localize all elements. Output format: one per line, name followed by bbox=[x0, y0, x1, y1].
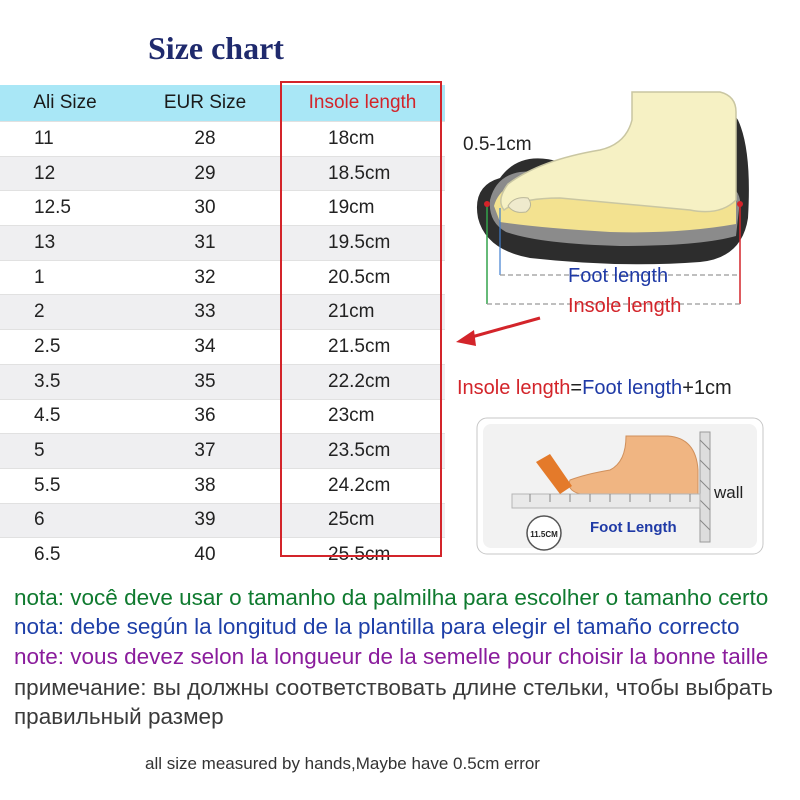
header-eur-size: EUR Size bbox=[130, 85, 280, 122]
header-ali-size: Ali Size bbox=[0, 85, 130, 122]
insole-length-cell: 25cm bbox=[280, 502, 445, 538]
formula-equals: = bbox=[570, 377, 583, 399]
ali-size-cell: 5.5 bbox=[0, 467, 130, 504]
insole-length-label: Insole length bbox=[568, 295, 681, 317]
table-row: 11 28 18cm bbox=[0, 121, 445, 157]
formula-insole: Insole length bbox=[457, 377, 571, 399]
ali-size-cell: 2 bbox=[0, 294, 130, 330]
ali-size-cell: 5 bbox=[0, 433, 130, 469]
ali-size-cell: 6.5 bbox=[0, 537, 130, 572]
foot-length-label: Foot length bbox=[568, 265, 668, 287]
toe-shape bbox=[507, 197, 532, 213]
page-title: Size chart bbox=[148, 30, 284, 66]
note-french: note: vous devez selon la longueur de la… bbox=[14, 644, 769, 669]
insole-formula: Insole length=Foot length+1cm bbox=[457, 377, 732, 400]
formula-plus: + bbox=[682, 377, 694, 399]
eur-size-cell: 33 bbox=[130, 294, 280, 330]
table-row: 3.5 35 22.2cm bbox=[0, 363, 445, 399]
table-header-row: Ali Size EUR Size Insole length bbox=[0, 85, 445, 122]
ali-size-cell: 13 bbox=[0, 225, 130, 261]
insole-length-cell: 23.5cm bbox=[280, 433, 445, 469]
eur-size-cell: 34 bbox=[130, 329, 280, 365]
table-row: 4.5 36 23cm bbox=[0, 398, 445, 434]
table-row: 12 29 18.5cm bbox=[0, 155, 445, 191]
table-row: 2.5 34 21.5cm bbox=[0, 329, 445, 365]
eur-size-cell: 37 bbox=[130, 433, 280, 469]
wall-shape bbox=[699, 431, 711, 543]
eur-size-cell: 35 bbox=[130, 363, 280, 399]
eur-size-cell: 40 bbox=[130, 537, 280, 572]
measurement-illustrations: 0.5-1cm Foot length Insole length 11.5CM… bbox=[456, 91, 764, 555]
formula-foot: Foot length bbox=[582, 377, 683, 399]
insole-length-cell: 21cm bbox=[280, 294, 445, 330]
foot-in-shoe-figure: 0.5-1cm Foot length Insole length bbox=[463, 91, 749, 317]
eur-size-cell: 38 bbox=[130, 467, 280, 504]
table-row: 5 37 23.5cm bbox=[0, 433, 445, 469]
table-row: 13 31 19.5cm bbox=[0, 225, 445, 261]
ali-size-cell: 2.5 bbox=[0, 329, 130, 365]
insole-length-cell: 23cm bbox=[280, 398, 445, 434]
table-row: 6.5 40 25.5cm bbox=[0, 537, 445, 572]
note-portuguese: nota: você deve usar o tamanho da palmil… bbox=[14, 585, 769, 610]
eur-size-cell: 28 bbox=[130, 121, 280, 157]
table-row: 5.5 38 24.2cm bbox=[0, 467, 445, 504]
toe-marker bbox=[484, 201, 490, 207]
note-russian: примечание: вы должны соответствовать дл… bbox=[14, 675, 773, 729]
note-spanish: nota: debe según la longitud de la plant… bbox=[14, 614, 740, 639]
insole-length-cell: 19cm bbox=[280, 190, 445, 226]
ali-size-cell: 4.5 bbox=[0, 398, 130, 434]
insole-length-cell: 25.5cm bbox=[280, 537, 445, 572]
insole-length-cell: 22.2cm bbox=[280, 363, 445, 399]
wall-label: wall bbox=[713, 483, 743, 502]
insole-length-cell: 24.2cm bbox=[280, 467, 445, 504]
insole-length-cell: 18cm bbox=[280, 121, 445, 157]
table-row: 1 32 20.5cm bbox=[0, 259, 445, 295]
ruler-badge-icon bbox=[526, 515, 562, 551]
ali-size-cell: 1 bbox=[0, 259, 130, 295]
table-row: 6 39 25cm bbox=[0, 502, 445, 538]
ali-size-cell: 11 bbox=[0, 121, 130, 157]
insole-length-cell: 21.5cm bbox=[280, 329, 445, 365]
gap-label: 0.5-1cm bbox=[463, 134, 532, 155]
foot-length-caption: Foot Length bbox=[590, 519, 677, 536]
measurement-disclaimer: all size measured by hands,Maybe have 0.… bbox=[145, 754, 540, 773]
eur-size-cell: 32 bbox=[130, 259, 280, 295]
ruler-shape bbox=[511, 493, 701, 509]
eur-size-cell: 29 bbox=[130, 155, 280, 191]
size-table-body: 11 28 18cm 12 29 18.5cm 12.5 30 19cm 13 31 19.5cm 1 3… bbox=[0, 121, 445, 572]
formula-one-cm: 1cm bbox=[693, 377, 732, 399]
foot-side-shape bbox=[568, 435, 699, 495]
eur-size-cell: 36 bbox=[130, 398, 280, 434]
ali-size-cell: 12.5 bbox=[0, 190, 130, 226]
arrow-to-table-icon bbox=[456, 316, 541, 346]
insole-length-cell: 19.5cm bbox=[280, 225, 445, 261]
foot-against-wall-figure: 11.5CM Foot Length wall bbox=[476, 417, 764, 555]
table-row: 12.5 30 19cm bbox=[0, 190, 445, 226]
size-table: Ali Size EUR Size Insole length 11 28 18cm… bbox=[0, 85, 445, 572]
insole-length-cell: 20.5cm bbox=[280, 259, 445, 295]
table-row: 2 33 21cm bbox=[0, 294, 445, 330]
ali-size-cell: 3.5 bbox=[0, 363, 130, 399]
header-insole-length: Insole length bbox=[280, 85, 445, 122]
eur-size-cell: 30 bbox=[130, 190, 280, 226]
heel-marker bbox=[737, 201, 743, 207]
insole-length-cell: 18.5cm bbox=[280, 155, 445, 191]
ali-size-cell: 6 bbox=[0, 502, 130, 538]
ali-size-cell: 12 bbox=[0, 155, 130, 191]
pencil-icon bbox=[536, 454, 572, 494]
foot-shape bbox=[500, 91, 737, 213]
eur-size-cell: 31 bbox=[130, 225, 280, 261]
ruler-badge-text: 11.5CM bbox=[530, 530, 558, 539]
eur-size-cell: 39 bbox=[130, 502, 280, 538]
